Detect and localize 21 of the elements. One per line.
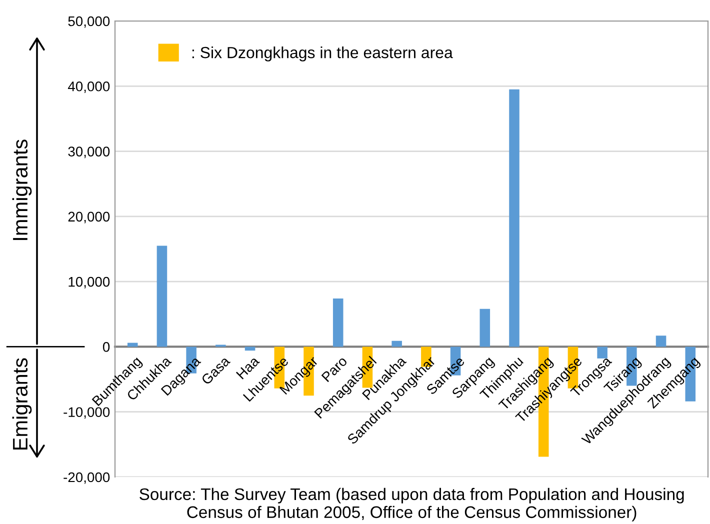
bar	[480, 308, 490, 347]
bar	[244, 346, 256, 351]
y-tick-label: 40,000	[68, 81, 110, 93]
source-note: Source: The Survey Team (based upon data from Population and Housing Census of Bhutan 2005, Office of the Census Commissioner)	[140, 488, 684, 522]
bar	[656, 336, 666, 347]
bar	[127, 342, 138, 347]
bar	[332, 298, 344, 347]
y-tick-label: -10,000	[64, 407, 110, 419]
bar	[509, 89, 520, 347]
bar	[392, 340, 402, 347]
bar	[597, 346, 608, 358]
y-tick-label: 30,000	[68, 146, 110, 158]
y-tick-label: 50,000	[68, 16, 110, 28]
legend-label: : Six Dzongkhags in the eastern area	[192, 46, 453, 62]
y-tick-label: 0	[102, 342, 110, 352]
bar	[156, 246, 168, 347]
y-tick-label: -20,000	[64, 472, 110, 484]
y-tick-label: 10,000	[68, 276, 110, 288]
text: Immigrants	[12, 140, 32, 240]
y-tick-label: 20,000	[68, 212, 110, 224]
text: Emigrants	[12, 358, 32, 450]
